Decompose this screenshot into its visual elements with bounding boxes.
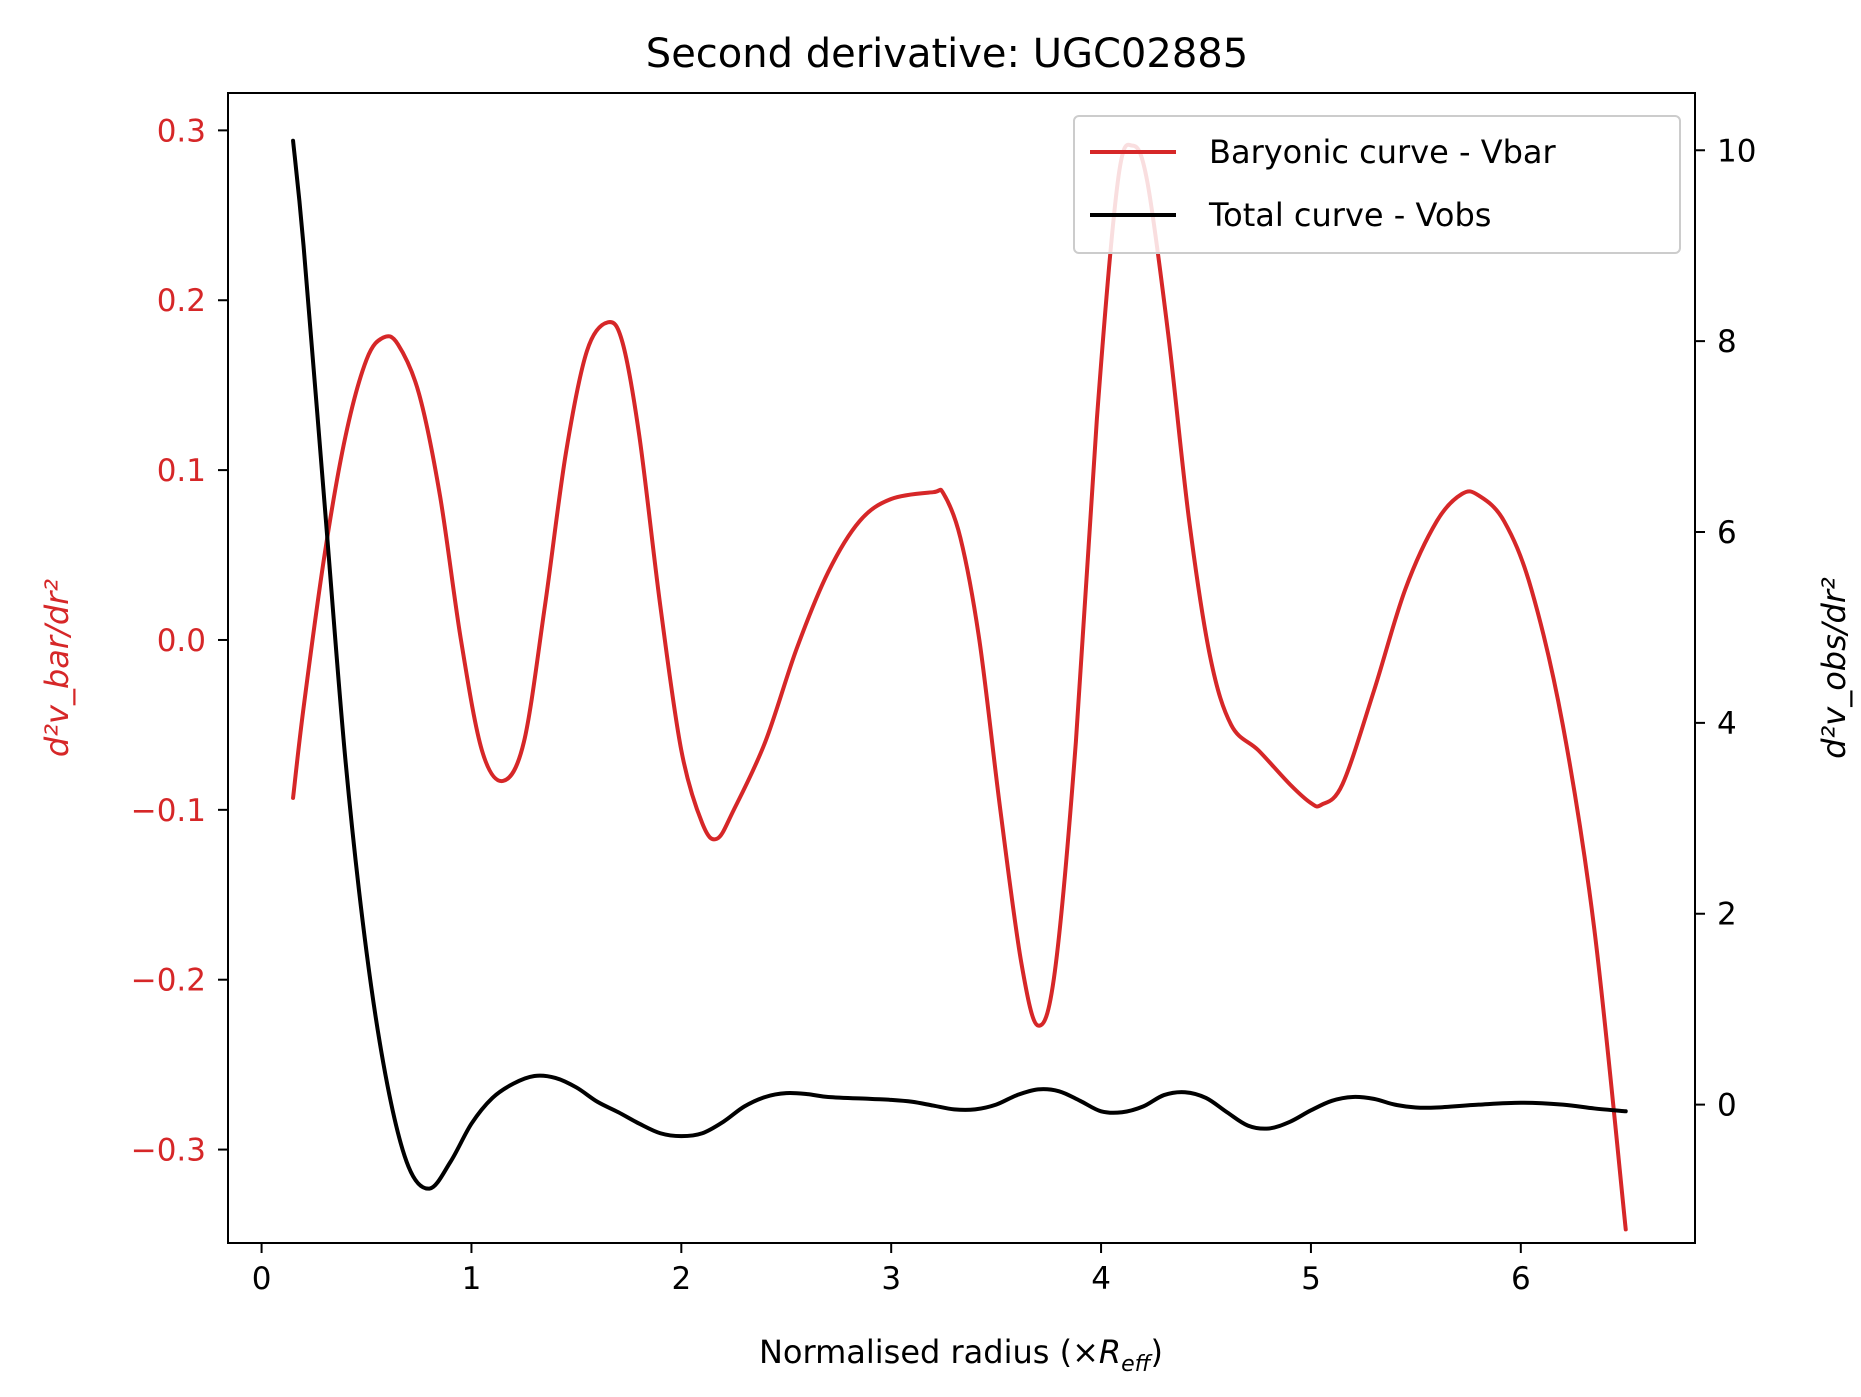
x-tick-label: 0: [252, 1261, 272, 1297]
x-axis-label-symbol: R: [1099, 1333, 1121, 1371]
x-tick-label: 1: [462, 1261, 482, 1297]
legend-box: [1073, 115, 1681, 254]
right-tick-label: 6: [1717, 515, 1737, 551]
right-tick-label: 4: [1717, 706, 1737, 742]
left-tick-label: −0.1: [131, 793, 206, 829]
x-axis-label-subscript: eff: [1121, 1352, 1153, 1377]
x-axis-label: Normalised radius (×Reff): [759, 1333, 1163, 1377]
right-tick-label: 2: [1717, 897, 1737, 933]
left-y-axis: −0.3 −0.2 −0.1 0.0 0.1 0.2 0.3: [131, 113, 228, 1169]
left-tick-label: −0.2: [131, 963, 206, 999]
left-tick-label: 0.3: [157, 113, 206, 149]
right-y-axis: 0 2 4 6 8 10: [1695, 133, 1756, 1124]
x-axis: 0 1 2 3 4 5 6: [252, 1243, 1531, 1297]
right-tick-label: 10: [1717, 133, 1756, 169]
x-tick-label: 5: [1301, 1261, 1321, 1297]
legend-label-total: Total curve - Vobs: [1208, 196, 1491, 234]
plot-area: [291, 138, 1628, 1232]
x-tick-label: 6: [1511, 1261, 1531, 1297]
left-tick-label: 0.0: [157, 623, 206, 659]
x-axis-label-main: Normalised radius (×: [759, 1333, 1099, 1371]
plot-frame: [227, 92, 1696, 1244]
legend-label-baryonic: Baryonic curve - Vbar: [1209, 133, 1557, 171]
right-tick-label: 8: [1717, 324, 1737, 360]
left-y-axis-label: d²v_bar/dr²: [38, 579, 76, 757]
right-y-axis-label: d²v_obs/dr²: [1815, 577, 1853, 759]
chart-title: Second derivative: UGC02885: [646, 31, 1248, 77]
series-line-total: [291, 138, 1628, 1191]
right-tick-label: 0: [1717, 1088, 1737, 1124]
left-tick-label: −0.3: [131, 1133, 206, 1169]
series-layer: [291, 138, 1628, 1232]
left-tick-label: 0.2: [157, 283, 206, 319]
left-tick-label: 0.1: [157, 453, 206, 489]
x-tick-label: 3: [881, 1261, 901, 1297]
legend: Baryonic curve - Vbar Total curve - Vobs: [1073, 115, 1681, 254]
x-tick-label: 4: [1091, 1261, 1111, 1297]
series-line-baryonic: [291, 142, 1628, 1232]
x-axis-label-close: ): [1151, 1333, 1163, 1371]
x-tick-label: 2: [671, 1261, 691, 1297]
